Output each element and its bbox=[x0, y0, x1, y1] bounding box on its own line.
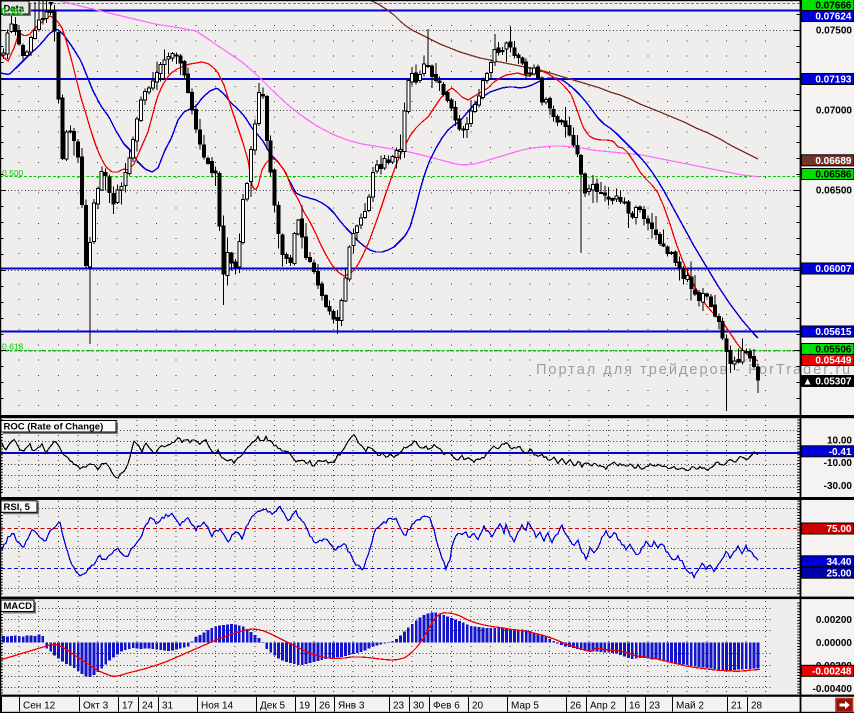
svg-text:0.06689: 0.06689 bbox=[815, 156, 852, 167]
svg-text:23: 23 bbox=[649, 701, 661, 712]
svg-text:0.07624: 0.07624 bbox=[815, 12, 852, 23]
svg-text:0.07500: 0.07500 bbox=[816, 26, 853, 37]
svg-text:10.00: 10.00 bbox=[827, 436, 852, 447]
svg-text:-0.41: -0.41 bbox=[829, 447, 852, 458]
svg-text:-30.00: -30.00 bbox=[824, 481, 853, 492]
svg-text:0.07666: 0.07666 bbox=[815, 1, 852, 12]
svg-text:0.00200: 0.00200 bbox=[816, 615, 853, 626]
svg-text:16: 16 bbox=[629, 701, 641, 712]
svg-text:-0.00248: -0.00248 bbox=[812, 666, 852, 677]
svg-text:0.500: 0.500 bbox=[2, 168, 24, 178]
svg-text:Мар 5: Мар 5 bbox=[511, 701, 539, 712]
svg-text:-0.00400: -0.00400 bbox=[813, 684, 853, 695]
svg-text:0.06500: 0.06500 bbox=[816, 186, 853, 197]
svg-text:34.40: 34.40 bbox=[826, 557, 851, 568]
svg-text:ROC (Rate of Change): ROC (Rate of Change) bbox=[4, 422, 104, 433]
svg-text:0.05506: 0.05506 bbox=[815, 345, 852, 356]
svg-text:RSI, 5: RSI, 5 bbox=[4, 502, 31, 513]
svg-text:MACD: MACD bbox=[4, 601, 33, 612]
svg-text:0.382: 0.382 bbox=[1, 7, 24, 17]
svg-text:28: 28 bbox=[751, 701, 763, 712]
svg-text:0.06586: 0.06586 bbox=[815, 170, 852, 181]
svg-text:21: 21 bbox=[731, 701, 743, 712]
svg-text:Ноя 14: Ноя 14 bbox=[201, 701, 234, 712]
svg-text:30: 30 bbox=[413, 701, 425, 712]
svg-text:0.07000: 0.07000 bbox=[816, 106, 853, 117]
svg-text:17: 17 bbox=[122, 701, 134, 712]
svg-text:▲ 0.05307: ▲ 0.05307 bbox=[803, 377, 852, 388]
svg-text:Фев 6: Фев 6 bbox=[433, 701, 460, 712]
svg-text:0.00000: 0.00000 bbox=[816, 638, 853, 649]
svg-text:Портал для трейдеров - ForTrad: Портал для трейдеров - ForTrader.ru bbox=[536, 362, 852, 378]
svg-text:Апр 2: Апр 2 bbox=[590, 701, 616, 712]
svg-text:31: 31 bbox=[162, 701, 174, 712]
svg-text:0.06007: 0.06007 bbox=[815, 264, 852, 275]
svg-text:Сен 12: Сен 12 bbox=[23, 701, 56, 712]
svg-text:23: 23 bbox=[393, 701, 405, 712]
svg-text:0.618: 0.618 bbox=[2, 341, 24, 351]
svg-text:20: 20 bbox=[472, 701, 484, 712]
svg-text:26: 26 bbox=[319, 701, 331, 712]
svg-text:Data: Data bbox=[4, 4, 25, 15]
svg-text:19: 19 bbox=[299, 701, 311, 712]
svg-text:0.05615: 0.05615 bbox=[815, 327, 852, 338]
svg-text:0.05449: 0.05449 bbox=[815, 356, 852, 367]
svg-text:0.07193: 0.07193 bbox=[815, 75, 852, 86]
svg-text:24: 24 bbox=[142, 701, 154, 712]
svg-text:Янв 3: Янв 3 bbox=[338, 701, 365, 712]
svg-text:75.00: 75.00 bbox=[826, 524, 851, 535]
svg-text:26: 26 bbox=[570, 701, 582, 712]
svg-text:Дек 5: Дек 5 bbox=[260, 701, 285, 712]
svg-text:-10.00: -10.00 bbox=[824, 458, 853, 469]
svg-text:Май 2: Май 2 bbox=[676, 701, 704, 712]
svg-text:Окт 3: Окт 3 bbox=[83, 701, 109, 712]
svg-text:25.00: 25.00 bbox=[826, 568, 851, 579]
